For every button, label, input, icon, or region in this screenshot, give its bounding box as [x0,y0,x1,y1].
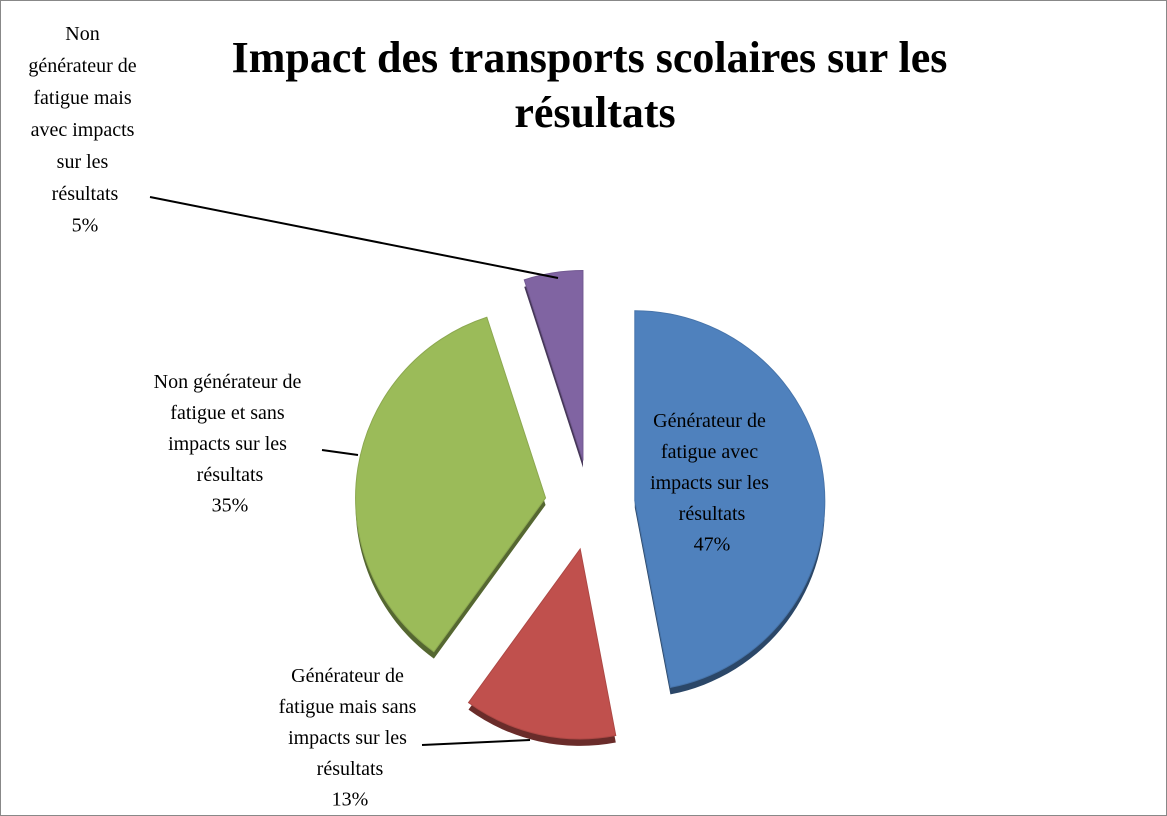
slice-label: Non générateur de fatigue et sans impact… [154,371,307,486]
slice-value-label: 5% [72,215,99,237]
slice-value-label: 35% [212,495,249,517]
leader-line [149,196,559,279]
slice-label: Générateur de fatigue mais sans impacts … [279,665,422,780]
slice-label: Générateur de fatigue avec impacts sur l… [650,410,774,525]
slice-label: Non générateur de fatigue mais avec impa… [28,23,141,205]
pie-slice [634,310,826,688]
pie-slice [467,547,617,740]
pie-slice [355,316,547,653]
pie-slice [523,270,584,461]
slice-value-label: 47% [694,534,731,556]
chart-title: Impact des transports scolaires sur les … [232,33,959,137]
leader-line [321,449,359,456]
slice-value-label: 13% [332,789,369,811]
leader-line [421,739,531,746]
